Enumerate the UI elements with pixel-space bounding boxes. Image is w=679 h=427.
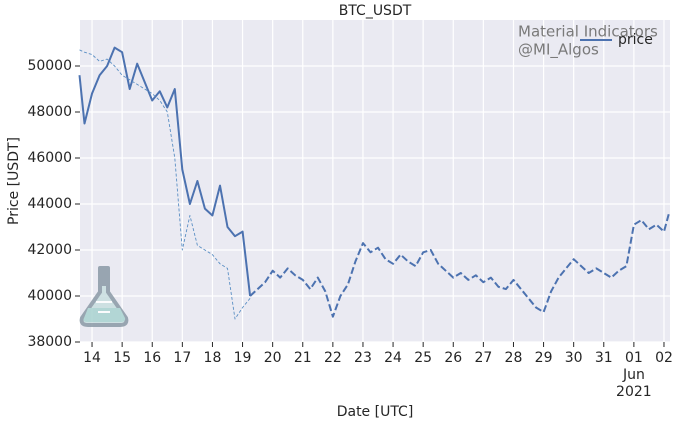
x-tick-label: 16 bbox=[143, 350, 161, 366]
x-tick-label: 27 bbox=[474, 350, 492, 366]
y-tick-label: 44000 bbox=[27, 196, 72, 212]
x-tick-label: 21 bbox=[294, 350, 312, 366]
x-tick-label: 02 bbox=[655, 350, 673, 366]
x-tick-label: 24 bbox=[384, 350, 402, 366]
price-line bbox=[249, 212, 670, 318]
x-tick-label: 25 bbox=[414, 350, 432, 366]
x-tick-label: 17 bbox=[173, 350, 191, 366]
x-tick-label: 14 bbox=[83, 350, 101, 366]
x-tick-label: 30 bbox=[565, 350, 583, 366]
price-line bbox=[79, 49, 251, 320]
x-tick-label: 01 Jun 2021 bbox=[616, 350, 652, 400]
plot-area bbox=[80, 20, 670, 342]
chart-title: BTC_USDT bbox=[339, 3, 412, 19]
watermark: @MI_Algos bbox=[518, 41, 599, 60]
x-tick-label: 29 bbox=[535, 350, 553, 366]
y-tick-label: 48000 bbox=[27, 104, 72, 120]
y-tick-label: 42000 bbox=[27, 242, 72, 258]
x-tick-label: 22 bbox=[324, 350, 342, 366]
y-tick-label: 38000 bbox=[27, 334, 72, 350]
watermark: Material Indicators bbox=[518, 23, 658, 41]
y-tick-label: 46000 bbox=[27, 150, 72, 166]
y-tick-label: 50000 bbox=[27, 58, 72, 74]
logo-flask bbox=[79, 266, 129, 327]
x-tick-label: 19 bbox=[234, 350, 252, 366]
y-axis-label: Price [USDT] bbox=[6, 137, 22, 225]
x-tick-label: 20 bbox=[264, 350, 282, 366]
x-tick-label: 28 bbox=[505, 350, 523, 366]
price-line bbox=[78, 46, 252, 297]
legend-label: price bbox=[618, 32, 653, 48]
x-tick-label: 18 bbox=[204, 350, 222, 366]
x-axis-label: Date [UTC] bbox=[337, 404, 414, 420]
x-tick-label: 23 bbox=[354, 350, 372, 366]
x-tick-label: 31 bbox=[595, 350, 613, 366]
x-tick-label: 26 bbox=[444, 350, 462, 366]
y-tick-label: 40000 bbox=[27, 288, 72, 304]
x-tick-label: 15 bbox=[113, 350, 131, 366]
